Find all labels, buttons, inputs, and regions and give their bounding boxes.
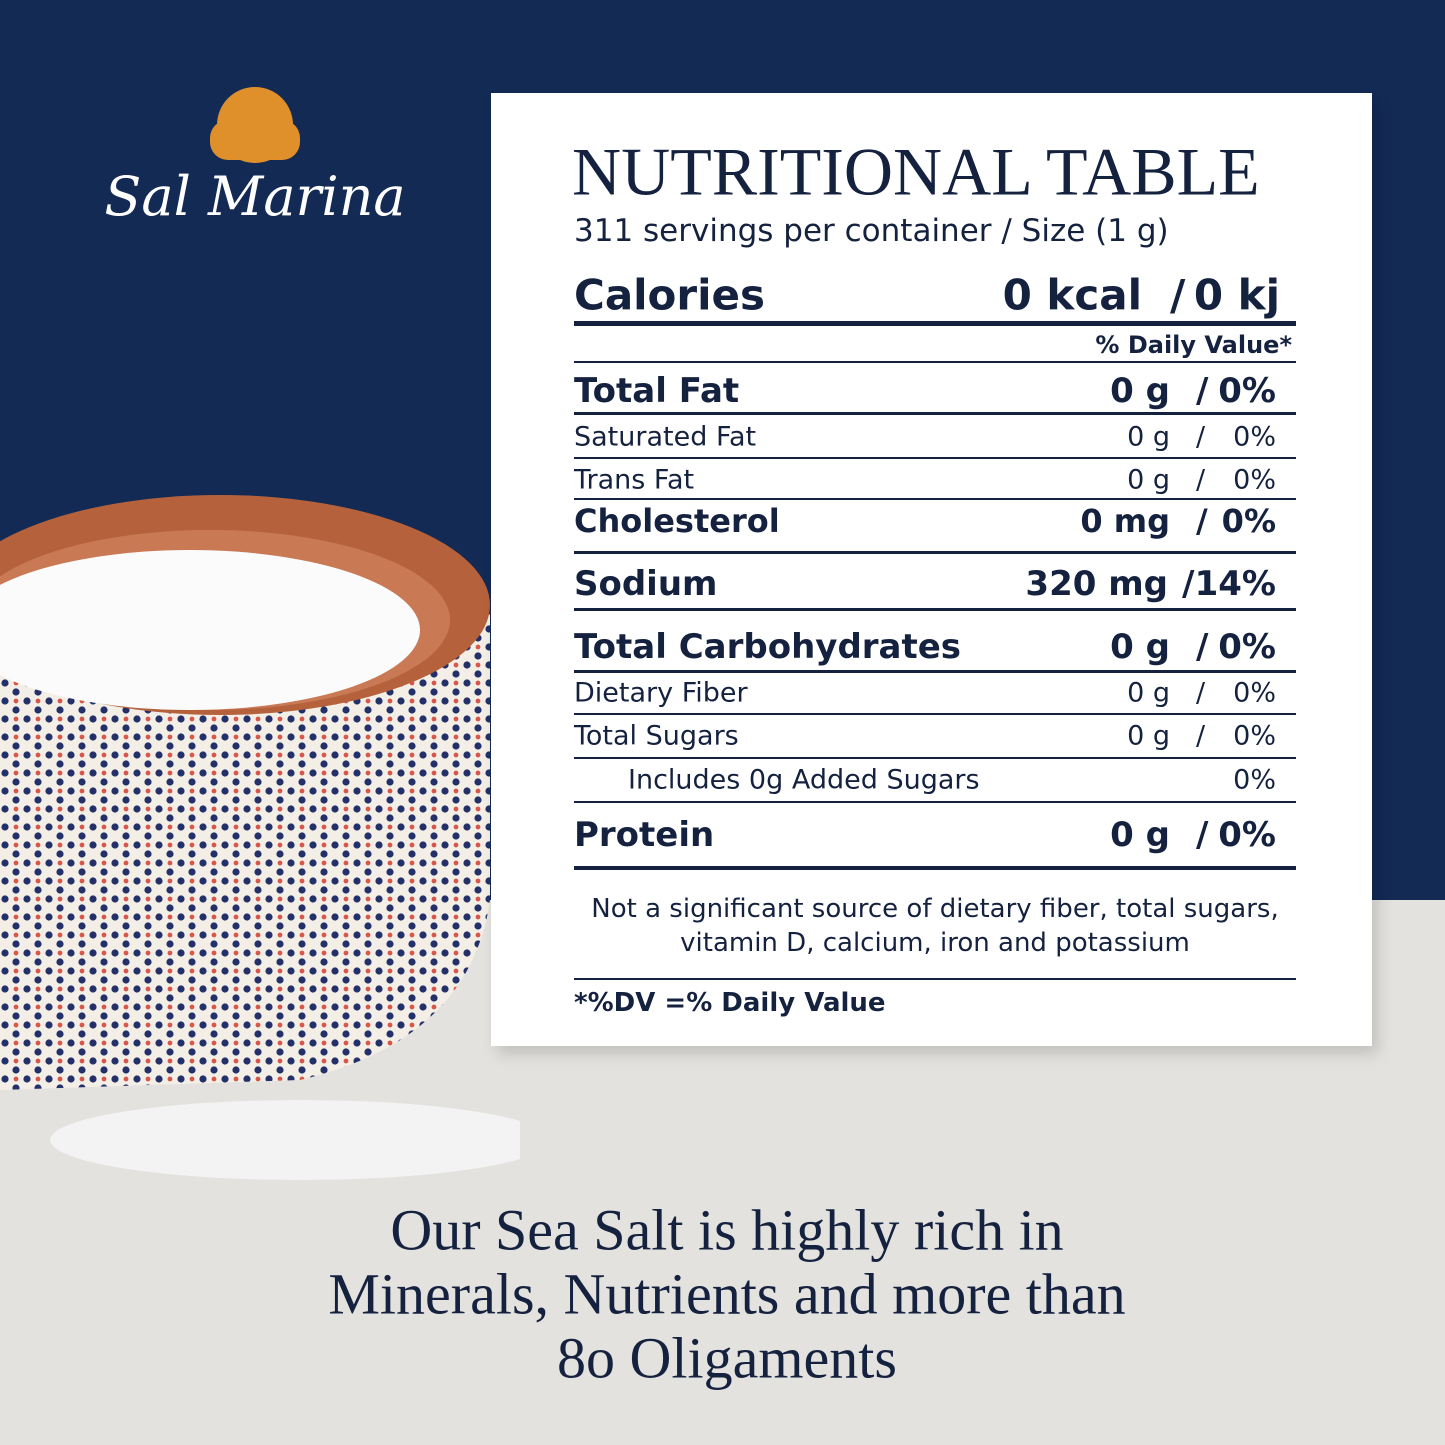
separator: / xyxy=(1196,464,1206,496)
note-line: vitamin D, calcium, iron and potassium xyxy=(680,928,1190,958)
row-dv: 0% xyxy=(1233,764,1276,796)
row-amount: 0 g xyxy=(1110,815,1170,855)
row-amount: 0 mg xyxy=(1080,502,1170,540)
row-dv: 0% xyxy=(1218,371,1276,411)
row-dv: 0% xyxy=(1218,815,1276,855)
row-dv: 0% xyxy=(1233,720,1276,752)
row-amount: 0 g xyxy=(1127,421,1170,453)
row-label: Saturated Fat xyxy=(574,421,757,453)
separator: / xyxy=(1196,421,1206,453)
calories-kj: 0 kj xyxy=(1193,270,1280,320)
note-line: Not a significant source of dietary fibe… xyxy=(591,894,1279,924)
rule xyxy=(574,607,1296,611)
separator: / xyxy=(1182,564,1195,604)
rule xyxy=(574,866,1296,870)
row-label: Dietary Fiber xyxy=(574,677,748,709)
logo: Sal Marina xyxy=(104,87,406,228)
separator: / xyxy=(1196,371,1209,411)
row-dv: 0% xyxy=(1233,421,1276,453)
rule xyxy=(574,498,1296,500)
separator: / xyxy=(1196,720,1206,752)
row-label: Total Carbohydrates xyxy=(574,627,962,667)
tagline-line: 8o Oligaments xyxy=(557,1325,897,1391)
row-dv: 14% xyxy=(1194,564,1276,604)
separator: / xyxy=(1170,270,1186,320)
dv-header: % Daily Value* xyxy=(1095,331,1292,359)
row-label: Includes 0g Added Sugars xyxy=(628,764,980,796)
row-amount: 0 g xyxy=(1110,371,1170,411)
separator: / xyxy=(1196,677,1206,709)
row-label: Total Fat xyxy=(574,371,740,411)
servings: 311 servings per container / Size (1 g) xyxy=(574,213,1169,249)
rule xyxy=(574,361,1296,363)
row-dv: 0% xyxy=(1221,502,1276,540)
row-dv: 0% xyxy=(1233,464,1276,496)
calories-kcal: 0 kcal xyxy=(1002,270,1142,320)
table-title: NUTRITIONAL TABLE xyxy=(572,133,1260,210)
row-amount: 0 g xyxy=(1127,720,1170,752)
row-label: Total Sugars xyxy=(574,720,739,752)
row-label: Trans Fat xyxy=(574,464,695,496)
brand-name: Sal Marina xyxy=(104,165,405,228)
row-dv: 0% xyxy=(1233,677,1276,709)
separator: / xyxy=(1196,815,1209,855)
calories-label: Calories xyxy=(574,270,766,320)
footnote: *%DV =% Daily Value xyxy=(574,988,886,1018)
rule xyxy=(574,550,1296,554)
separator: / xyxy=(1196,502,1208,540)
row-dv: 0% xyxy=(1218,627,1276,667)
rule xyxy=(574,978,1296,980)
row-amount: 0 g xyxy=(1127,464,1170,496)
row-amount: 0 g xyxy=(1127,677,1170,709)
rule xyxy=(574,669,1296,673)
rule xyxy=(574,757,1296,759)
separator: / xyxy=(1196,627,1209,667)
rule xyxy=(574,320,1296,326)
row-label: Sodium xyxy=(574,564,718,604)
salt-bowl xyxy=(0,495,520,1180)
rule xyxy=(574,411,1296,415)
rule xyxy=(574,457,1296,459)
row-label: Cholesterol xyxy=(574,502,780,540)
nutrition-card xyxy=(491,93,1372,1046)
rule xyxy=(574,713,1296,715)
row-amount: 0 g xyxy=(1110,627,1170,667)
row-label: Protein xyxy=(574,815,715,855)
rule xyxy=(574,801,1296,803)
tagline-line: Our Sea Salt is highly rich in xyxy=(390,1197,1064,1263)
row-amount: 320 mg xyxy=(1025,564,1168,604)
tagline-line: Minerals, Nutrients and more than xyxy=(328,1261,1126,1327)
